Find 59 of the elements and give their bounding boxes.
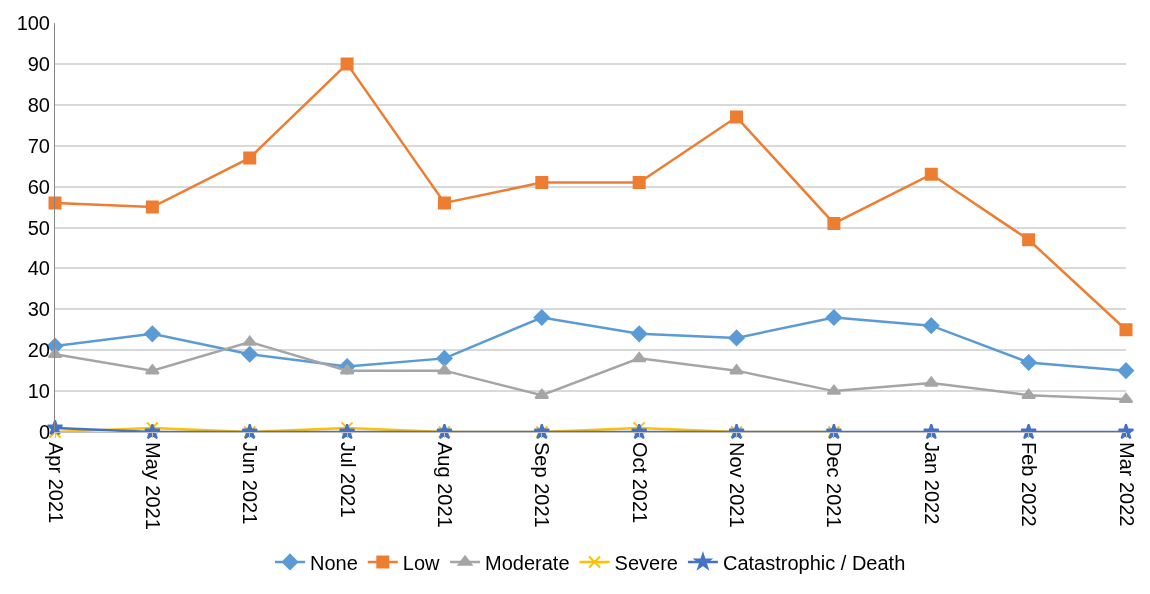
legend-label: Catastrophic / Death [722, 551, 906, 574]
legend-label: Moderate [485, 551, 570, 574]
legend-label: Low [402, 551, 441, 574]
point [243, 151, 257, 165]
point [923, 317, 940, 334]
legend-label: Severe [614, 551, 678, 574]
x-tick-label: May 2021 [141, 442, 164, 530]
x-tick-label: Feb 2022 [1018, 442, 1041, 527]
point [1022, 233, 1036, 247]
point [533, 309, 550, 326]
point [145, 200, 159, 214]
point [1020, 354, 1037, 371]
point [437, 196, 451, 210]
x-tick-label: Dec 2021 [823, 442, 846, 528]
point [1118, 392, 1134, 404]
y-tick-label: 20 [27, 339, 50, 362]
y-tick-label: 70 [27, 134, 50, 157]
point [145, 364, 160, 375]
y-tick-label: 100 [16, 12, 50, 34]
point [48, 196, 62, 210]
y-tick-label: 30 [27, 298, 50, 321]
point [827, 216, 841, 230]
x-tick-label: Jun 2021 [239, 442, 262, 525]
point [1119, 323, 1133, 337]
point [632, 176, 646, 190]
point [241, 346, 258, 363]
point [1021, 388, 1036, 399]
point [437, 364, 452, 375]
x-tick-label: Sep 2021 [531, 442, 554, 528]
point [631, 325, 648, 342]
point [729, 364, 744, 375]
point [145, 421, 159, 435]
y-tick-label: 50 [27, 216, 50, 239]
x-tick-label: Mar 2022 [1115, 442, 1138, 527]
point [144, 325, 161, 342]
point [1117, 362, 1135, 379]
point [825, 309, 843, 326]
y-tick-label: 40 [27, 257, 50, 280]
point [632, 421, 646, 435]
point [340, 421, 354, 435]
point [631, 351, 647, 363]
y-tick-label: 60 [27, 175, 50, 198]
y-tick-label: 80 [27, 93, 50, 116]
x-tick-label: Apr 2021 [44, 442, 67, 524]
y-tick-label: 90 [27, 52, 50, 75]
point [728, 329, 745, 347]
point [340, 57, 354, 71]
point [436, 350, 453, 367]
point [535, 176, 549, 190]
point [730, 110, 744, 124]
legend-label: None [310, 551, 358, 574]
x-tick-label: Oct 2021 [628, 442, 651, 524]
x-tick-label: Jan 2022 [920, 442, 943, 525]
y-tick-label: 10 [27, 380, 50, 403]
x-tick-label: Nov 2021 [726, 442, 749, 528]
y-tick-label: 0 [38, 421, 50, 443]
x-tick-label: Aug 2021 [433, 442, 456, 528]
x-tick-label: Jul 2021 [336, 442, 359, 518]
point [924, 167, 938, 181]
